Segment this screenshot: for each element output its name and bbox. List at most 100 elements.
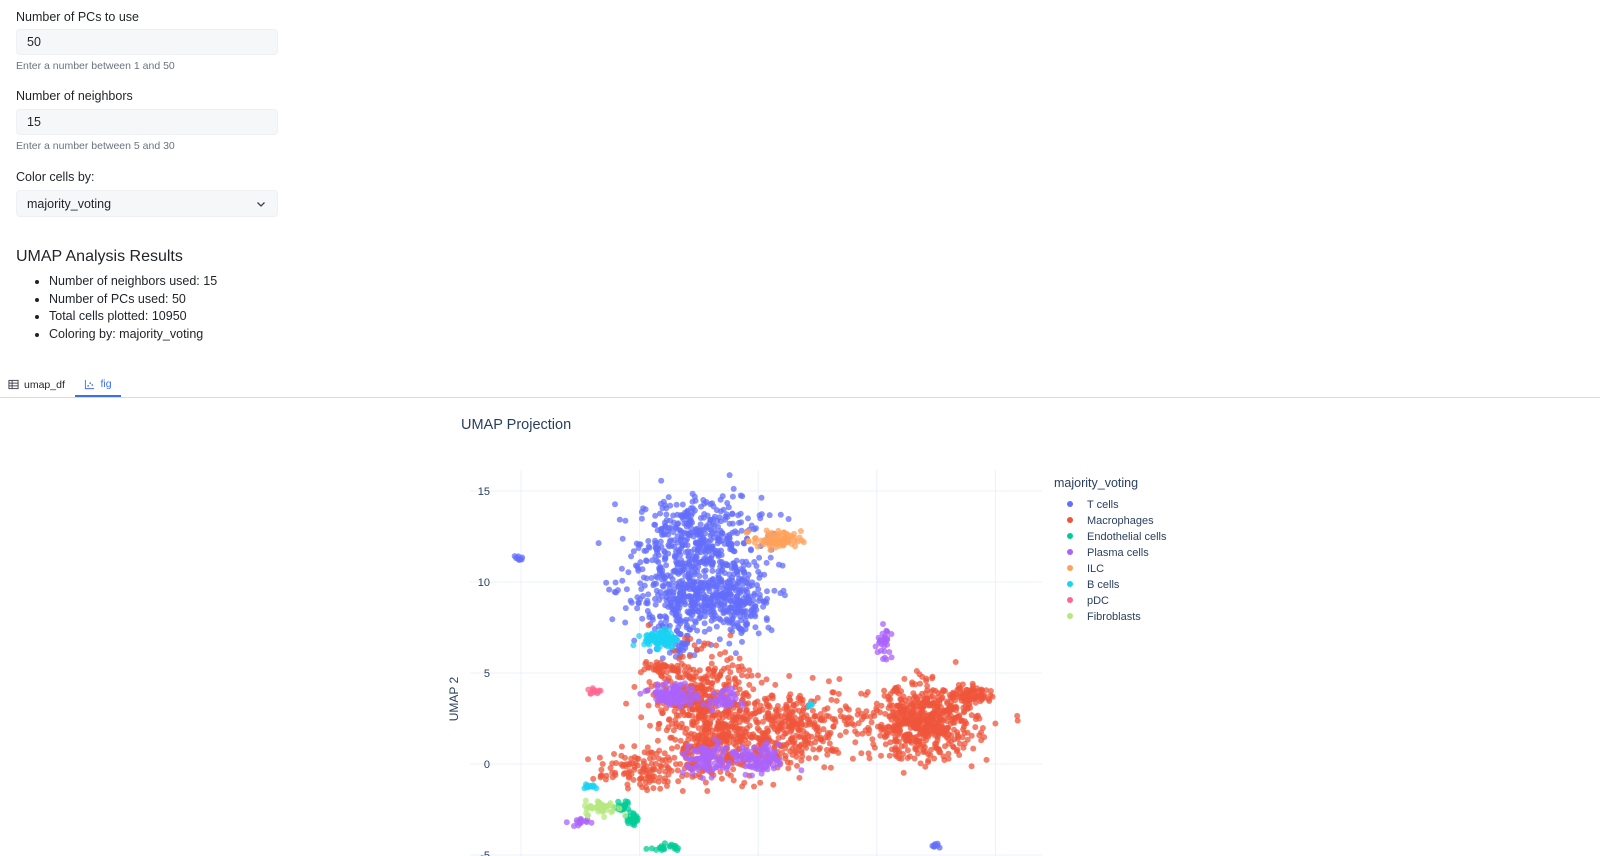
scatter-point[interactable] bbox=[652, 601, 659, 608]
scatter-point[interactable] bbox=[921, 727, 928, 734]
scatter-point[interactable] bbox=[674, 521, 681, 528]
scatter-point[interactable] bbox=[756, 512, 763, 519]
scatter-point[interactable] bbox=[601, 814, 608, 820]
scatter-point[interactable] bbox=[954, 746, 961, 753]
scatter-point[interactable] bbox=[704, 557, 711, 564]
scatter-point[interactable] bbox=[724, 562, 731, 568]
scatter-point[interactable] bbox=[670, 529, 677, 536]
scatter-point[interactable] bbox=[661, 750, 668, 757]
scatter-point[interactable] bbox=[901, 675, 908, 682]
scatter-point[interactable] bbox=[703, 731, 710, 737]
scatter-point[interactable] bbox=[679, 788, 686, 794]
scatter-point[interactable] bbox=[794, 721, 801, 728]
scatter-point[interactable] bbox=[693, 691, 700, 698]
scatter-point[interactable] bbox=[674, 743, 681, 750]
scatter-point[interactable] bbox=[734, 580, 741, 587]
scatter-point[interactable] bbox=[755, 754, 762, 761]
scatter-point[interactable] bbox=[584, 783, 591, 790]
scatter-point[interactable] bbox=[906, 731, 913, 738]
scatter-point[interactable] bbox=[697, 521, 704, 528]
scatter-point[interactable] bbox=[695, 638, 702, 645]
scatter-point[interactable] bbox=[772, 717, 779, 724]
scatter-point[interactable] bbox=[674, 662, 681, 669]
scatter-point[interactable] bbox=[708, 608, 715, 615]
scatter-point[interactable] bbox=[942, 707, 949, 714]
scatter-point[interactable] bbox=[751, 535, 758, 542]
scatter-point[interactable] bbox=[928, 746, 934, 753]
scatter-point[interactable] bbox=[909, 679, 916, 686]
scatter-point[interactable] bbox=[702, 779, 709, 786]
scatter-point[interactable] bbox=[642, 688, 649, 695]
legend-item[interactable]: Macrophages bbox=[1067, 515, 1154, 527]
scatter-point[interactable] bbox=[821, 706, 828, 713]
scatter-point[interactable] bbox=[763, 559, 770, 566]
scatter-point[interactable] bbox=[826, 731, 833, 738]
scatter-point[interactable] bbox=[798, 757, 805, 764]
scatter-point[interactable] bbox=[962, 703, 969, 710]
scatter-point[interactable] bbox=[632, 760, 639, 767]
scatter-point[interactable] bbox=[873, 705, 880, 712]
scatter-point[interactable] bbox=[635, 567, 642, 574]
scatter-point[interactable] bbox=[618, 743, 625, 750]
scatter-point[interactable] bbox=[649, 557, 656, 564]
scatter-point[interactable] bbox=[602, 776, 609, 783]
scatter-point[interactable] bbox=[968, 712, 975, 719]
scatter-point[interactable] bbox=[908, 701, 915, 708]
scatter-point[interactable] bbox=[648, 575, 655, 581]
scatter-point[interactable] bbox=[755, 672, 761, 679]
scatter-point[interactable] bbox=[735, 726, 742, 733]
scatter-point[interactable] bbox=[751, 710, 758, 717]
scatter-point[interactable] bbox=[764, 588, 770, 595]
scatter-point[interactable] bbox=[652, 666, 659, 673]
scatter-point[interactable] bbox=[710, 613, 716, 620]
scatter-point[interactable] bbox=[732, 675, 738, 682]
scatter-point[interactable] bbox=[597, 774, 604, 781]
scatter-point[interactable] bbox=[709, 707, 716, 714]
scatter-point[interactable] bbox=[645, 591, 652, 598]
scatter-point[interactable] bbox=[704, 679, 711, 685]
scatter-point[interactable] bbox=[855, 720, 862, 727]
scatter-point[interactable] bbox=[655, 725, 662, 732]
scatter-point[interactable] bbox=[691, 507, 698, 514]
scatter-point[interactable] bbox=[781, 714, 788, 721]
scatter-point[interactable] bbox=[739, 581, 746, 588]
scatter-point[interactable] bbox=[583, 810, 590, 817]
scatter-point[interactable] bbox=[752, 624, 759, 631]
series-ilc[interactable] bbox=[743, 527, 807, 554]
scatter-point[interactable] bbox=[662, 574, 669, 581]
scatter-point[interactable] bbox=[987, 688, 994, 694]
scatter-point[interactable] bbox=[668, 581, 675, 588]
scatter-point[interactable] bbox=[645, 702, 652, 709]
scatter-point[interactable] bbox=[917, 680, 923, 687]
scatter-point[interactable] bbox=[693, 715, 700, 722]
scatter-point[interactable] bbox=[882, 741, 889, 748]
scatter-point[interactable] bbox=[805, 755, 812, 762]
scatter-point[interactable] bbox=[823, 746, 830, 753]
scatter-point[interactable] bbox=[668, 604, 675, 611]
scatter-point[interactable] bbox=[859, 730, 866, 737]
scatter-point[interactable] bbox=[785, 516, 792, 522]
scatter-point[interactable] bbox=[986, 698, 993, 704]
scatter-point[interactable] bbox=[678, 639, 685, 646]
neighbors-input[interactable] bbox=[16, 109, 278, 135]
scatter-point[interactable] bbox=[904, 737, 911, 743]
scatter-point[interactable] bbox=[671, 754, 678, 761]
scatter-point[interactable] bbox=[683, 616, 690, 623]
scatter-point[interactable] bbox=[618, 565, 625, 572]
scatter-point[interactable] bbox=[837, 707, 844, 714]
scatter-point[interactable] bbox=[602, 803, 609, 810]
scatter-point[interactable] bbox=[672, 717, 679, 723]
scatter-point[interactable] bbox=[708, 653, 715, 660]
scatter-point[interactable] bbox=[645, 543, 652, 550]
scatter-point[interactable] bbox=[917, 730, 924, 737]
scatter-point[interactable] bbox=[616, 516, 623, 523]
scatter-point[interactable] bbox=[686, 575, 692, 582]
scatter-point[interactable] bbox=[821, 764, 828, 771]
scatter-point[interactable] bbox=[773, 708, 780, 715]
scatter-point[interactable] bbox=[708, 774, 715, 781]
scatter-point[interactable] bbox=[660, 583, 667, 590]
scatter-point[interactable] bbox=[889, 724, 896, 731]
scatter-point[interactable] bbox=[664, 783, 670, 789]
scatter-point[interactable] bbox=[619, 577, 626, 584]
scatter-point[interactable] bbox=[638, 509, 645, 515]
